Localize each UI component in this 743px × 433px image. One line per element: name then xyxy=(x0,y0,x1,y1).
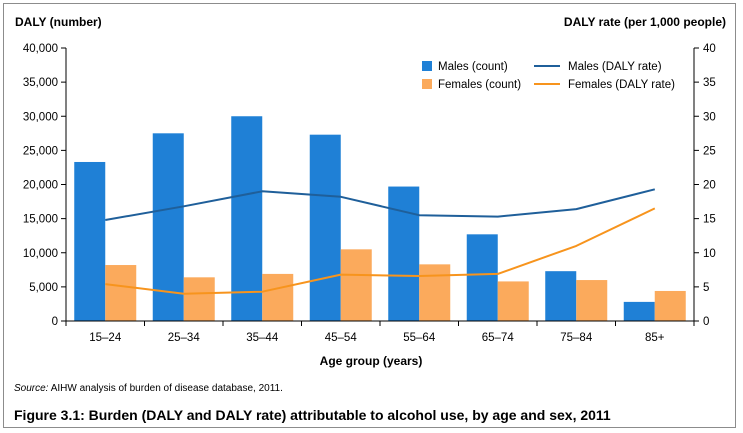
y-tick-label-2: 10,000 xyxy=(23,248,58,260)
bar-males-2 xyxy=(231,116,263,321)
bar-males-6 xyxy=(545,271,577,321)
y2-tick-label-6: 30 xyxy=(703,111,716,123)
plot-area: 0 5,000 10,000 15,000 20,000 25,000 30,000 35,0… xyxy=(23,43,716,344)
y-tick-label-5: 25,000 xyxy=(23,145,58,157)
bar-males-4 xyxy=(388,186,420,321)
y-tick-label-7: 35,000 xyxy=(23,77,58,89)
legend-label-0: Males (count) xyxy=(438,61,508,73)
y2-tick-label-3: 15 xyxy=(703,214,716,226)
y-tick-label-8: 40,000 xyxy=(23,43,58,55)
x-tick-label-6: 75–84 xyxy=(560,332,593,344)
y2-tick-label-7: 35 xyxy=(703,77,716,89)
bar-females-7 xyxy=(654,290,686,321)
y2-tick-label-4: 20 xyxy=(703,180,716,192)
y2-axis-title: DALY rate (per 1,000 people) xyxy=(564,15,726,29)
y-tick-label-3: 15,000 xyxy=(23,214,58,226)
y-tick-label-4: 20,000 xyxy=(23,180,58,192)
x-tick-label-3: 45–54 xyxy=(325,332,358,344)
x-tick-label-2: 35–44 xyxy=(246,332,279,344)
legend-swatch-0 xyxy=(422,61,432,71)
line-females-rate xyxy=(105,207,656,295)
bar-males-5 xyxy=(466,234,498,321)
y-tick-label-6: 30,000 xyxy=(23,111,58,123)
source-text: AIHW analysis of burden of disease datab… xyxy=(50,383,283,394)
bar-females-0 xyxy=(105,265,137,321)
x-tick-label-1: 25–34 xyxy=(168,332,201,344)
y-tick-label-0: 0 xyxy=(52,316,58,328)
bar-females-6 xyxy=(576,280,608,321)
daly-chart: DALY (number) DALY rate (per 1,000 peopl… xyxy=(15,15,726,368)
bar-males-3 xyxy=(309,134,341,321)
y2-tick-label-5: 25 xyxy=(703,145,716,157)
figure-frame: DALY (number) DALY rate (per 1,000 peopl… xyxy=(3,3,736,428)
bar-males-0 xyxy=(74,161,106,321)
bar-females-2 xyxy=(262,273,294,321)
y2-tick-label-2: 10 xyxy=(703,248,716,260)
legend-label-1: Females (count) xyxy=(438,79,521,91)
x-axis-title: Age group (years) xyxy=(320,354,423,368)
y-axis-title: DALY (number) xyxy=(15,15,102,29)
y2-tick-label-8: 40 xyxy=(703,43,716,55)
legend-swatch-1 xyxy=(422,79,432,89)
legend-label-2: Males (DALY rate) xyxy=(568,61,662,73)
legend: Males (count) Females (count) Males (DALY … xyxy=(422,61,675,91)
bar-females-4 xyxy=(419,264,451,321)
x-tick-label-5: 65–74 xyxy=(482,332,515,344)
x-tick-label-4: 55–64 xyxy=(403,332,436,344)
legend-label-3: Females (DALY rate) xyxy=(568,79,675,91)
bar-males-7 xyxy=(623,301,655,321)
x-tick-label-7: 85+ xyxy=(645,332,665,344)
source-note: Source: AIHW analysis of burden of disea… xyxy=(14,383,283,394)
source-label: Source: xyxy=(14,383,49,394)
x-tick-label-0: 15–24 xyxy=(89,332,122,344)
bar-females-5 xyxy=(497,281,529,321)
line-males-rate xyxy=(105,188,656,221)
bar-females-1 xyxy=(183,277,215,321)
figure-caption: Figure 3.1: Burden (DALY and DALY rate) … xyxy=(14,407,611,423)
y-tick-label-1: 5,000 xyxy=(29,282,58,294)
bar-females-3 xyxy=(340,249,372,321)
y2-tick-label-1: 5 xyxy=(703,282,709,294)
y2-tick-label-0: 0 xyxy=(703,316,709,328)
